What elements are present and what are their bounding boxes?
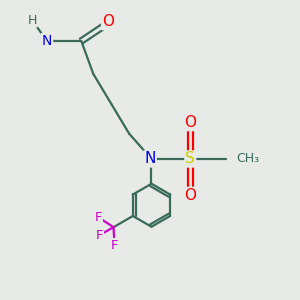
Text: H: H: [27, 14, 37, 27]
Text: F: F: [95, 229, 103, 242]
Text: CH₃: CH₃: [237, 152, 260, 166]
Text: S: S: [185, 152, 195, 166]
Text: O: O: [184, 115, 196, 130]
Text: F: F: [111, 239, 118, 252]
Text: O: O: [184, 188, 196, 203]
Text: N: N: [42, 34, 52, 48]
Text: N: N: [144, 152, 156, 166]
Text: F: F: [94, 211, 102, 224]
Text: O: O: [102, 14, 114, 29]
